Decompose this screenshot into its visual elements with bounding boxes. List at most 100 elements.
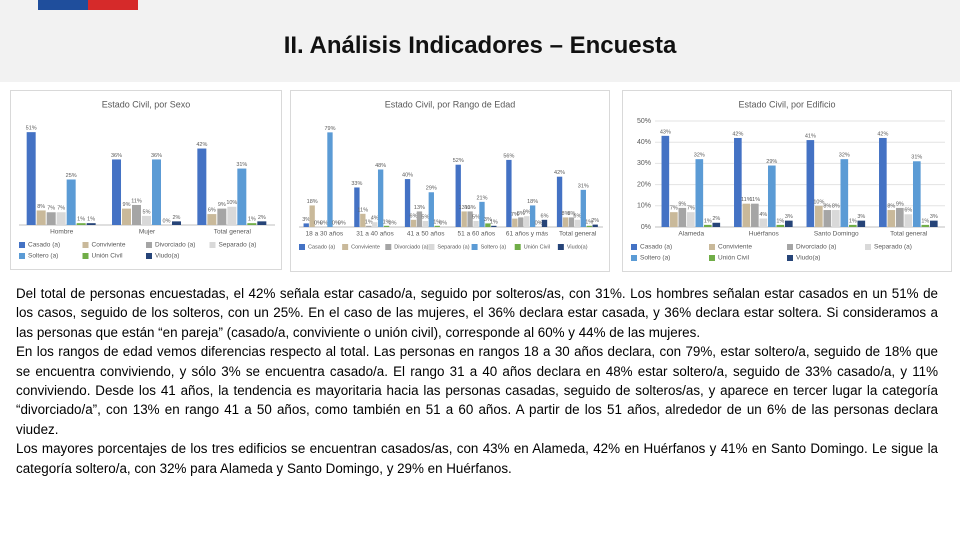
value-label: 8%	[887, 203, 895, 209]
bar	[832, 210, 840, 227]
value-label: 79%	[324, 126, 335, 132]
bar	[840, 159, 849, 227]
value-label: 9%	[896, 201, 904, 207]
legend-swatch	[19, 253, 25, 259]
bar	[703, 224, 712, 227]
value-label: 0%	[163, 218, 171, 224]
chart: Estado Civil, por Sexo Hombre Mujer Total g…	[10, 90, 282, 270]
bar	[529, 205, 536, 227]
bar	[383, 225, 390, 227]
legend-label: Casado (a)	[640, 244, 672, 251]
legend-swatch	[557, 244, 564, 250]
value-label: 31%	[578, 183, 589, 189]
value-label: 7%	[511, 212, 519, 218]
legend-swatch	[865, 244, 871, 250]
bar	[309, 205, 315, 227]
bar	[26, 132, 36, 225]
legend-swatch	[82, 242, 89, 248]
value-label: 18%	[527, 199, 538, 205]
value-label: 13%	[465, 205, 476, 211]
value-label: 7%	[47, 206, 55, 212]
value-label: 36%	[111, 153, 122, 159]
legend-swatch	[709, 244, 715, 250]
bar	[473, 221, 479, 227]
bar	[896, 207, 904, 227]
legend-swatch	[631, 244, 637, 250]
value-label: 11%	[750, 197, 761, 203]
value-label: 6%	[410, 213, 418, 219]
value-label: 42%	[877, 131, 888, 137]
value-label: 7%	[687, 206, 695, 212]
value-label: 6%	[541, 213, 549, 219]
paragraph: Los mayores porcentajes de los tres edif…	[16, 441, 938, 476]
value-label: 31%	[911, 155, 922, 161]
bar	[366, 225, 372, 227]
bar	[257, 221, 267, 225]
bar	[592, 224, 598, 227]
x-tick-label: Hombre	[50, 229, 74, 236]
bar	[929, 220, 938, 227]
bar	[742, 203, 751, 227]
bar	[506, 159, 512, 227]
value-label: 8%	[562, 211, 570, 217]
header-band	[0, 0, 960, 82]
legend-label: Separado (a)	[437, 244, 469, 250]
legend-label: Casado (a)	[28, 242, 60, 249]
bar	[303, 223, 309, 227]
bar	[541, 219, 548, 227]
value-label: 1%	[365, 219, 373, 225]
bar	[461, 211, 467, 227]
legend-swatch	[787, 244, 793, 250]
value-label: 2%	[173, 215, 181, 221]
chart-title: Estado Civil, por Edificio	[738, 99, 835, 109]
x-tick-label: Alameda	[678, 231, 704, 238]
bar	[171, 221, 181, 225]
legend-swatch	[146, 242, 152, 248]
value-label: 7%	[57, 206, 65, 212]
bar	[887, 210, 896, 227]
value-label: 6%	[904, 208, 912, 214]
value-label: 43%	[660, 129, 671, 135]
bar	[695, 159, 704, 227]
value-label: 10%	[226, 200, 237, 206]
bar	[568, 217, 575, 227]
bar	[806, 140, 815, 227]
bar	[661, 135, 670, 227]
bar	[904, 214, 913, 227]
legend-swatch	[385, 244, 392, 250]
bar	[360, 213, 366, 227]
value-label: 2%	[258, 215, 266, 221]
bar	[207, 214, 217, 225]
value-label: 1%	[490, 219, 498, 225]
chart: Estado Civil, por Edificio 0% 10% 20% 30% 40%…	[622, 90, 952, 272]
bar	[455, 164, 461, 227]
bar	[512, 218, 518, 227]
legend-swatch	[209, 242, 216, 248]
value-label: 11%	[131, 198, 142, 204]
bar	[767, 165, 776, 227]
logo	[38, 0, 88, 10]
bar	[372, 222, 378, 227]
bar	[921, 224, 930, 227]
chart-title: Estado Civil, por Rango de Edad	[385, 99, 516, 109]
legend-swatch	[471, 244, 478, 250]
bar	[410, 219, 417, 227]
x-tick-label: 18 a 30 años	[306, 231, 344, 238]
x-tick-label: Total general	[559, 231, 597, 238]
bar	[197, 148, 207, 225]
y-tick-label: 50%	[637, 118, 651, 125]
bar	[422, 221, 429, 227]
legend-label: Viudo(a)	[796, 255, 820, 262]
bar	[36, 210, 46, 225]
legend-label: Casado (a)	[308, 244, 335, 250]
bar	[562, 217, 569, 227]
value-label: 1%	[433, 219, 441, 225]
legend-label: Unión Civil	[92, 253, 124, 260]
chart: Estado Civil, por Rango de Edad 18 a 30 a…	[290, 90, 610, 272]
legend-label: Divorciado (a)	[394, 244, 428, 250]
value-label: 51%	[26, 126, 37, 132]
value-label: 9%	[678, 201, 686, 207]
value-label: 8%	[567, 211, 575, 217]
legend-swatch	[631, 255, 637, 261]
bar	[132, 204, 142, 225]
